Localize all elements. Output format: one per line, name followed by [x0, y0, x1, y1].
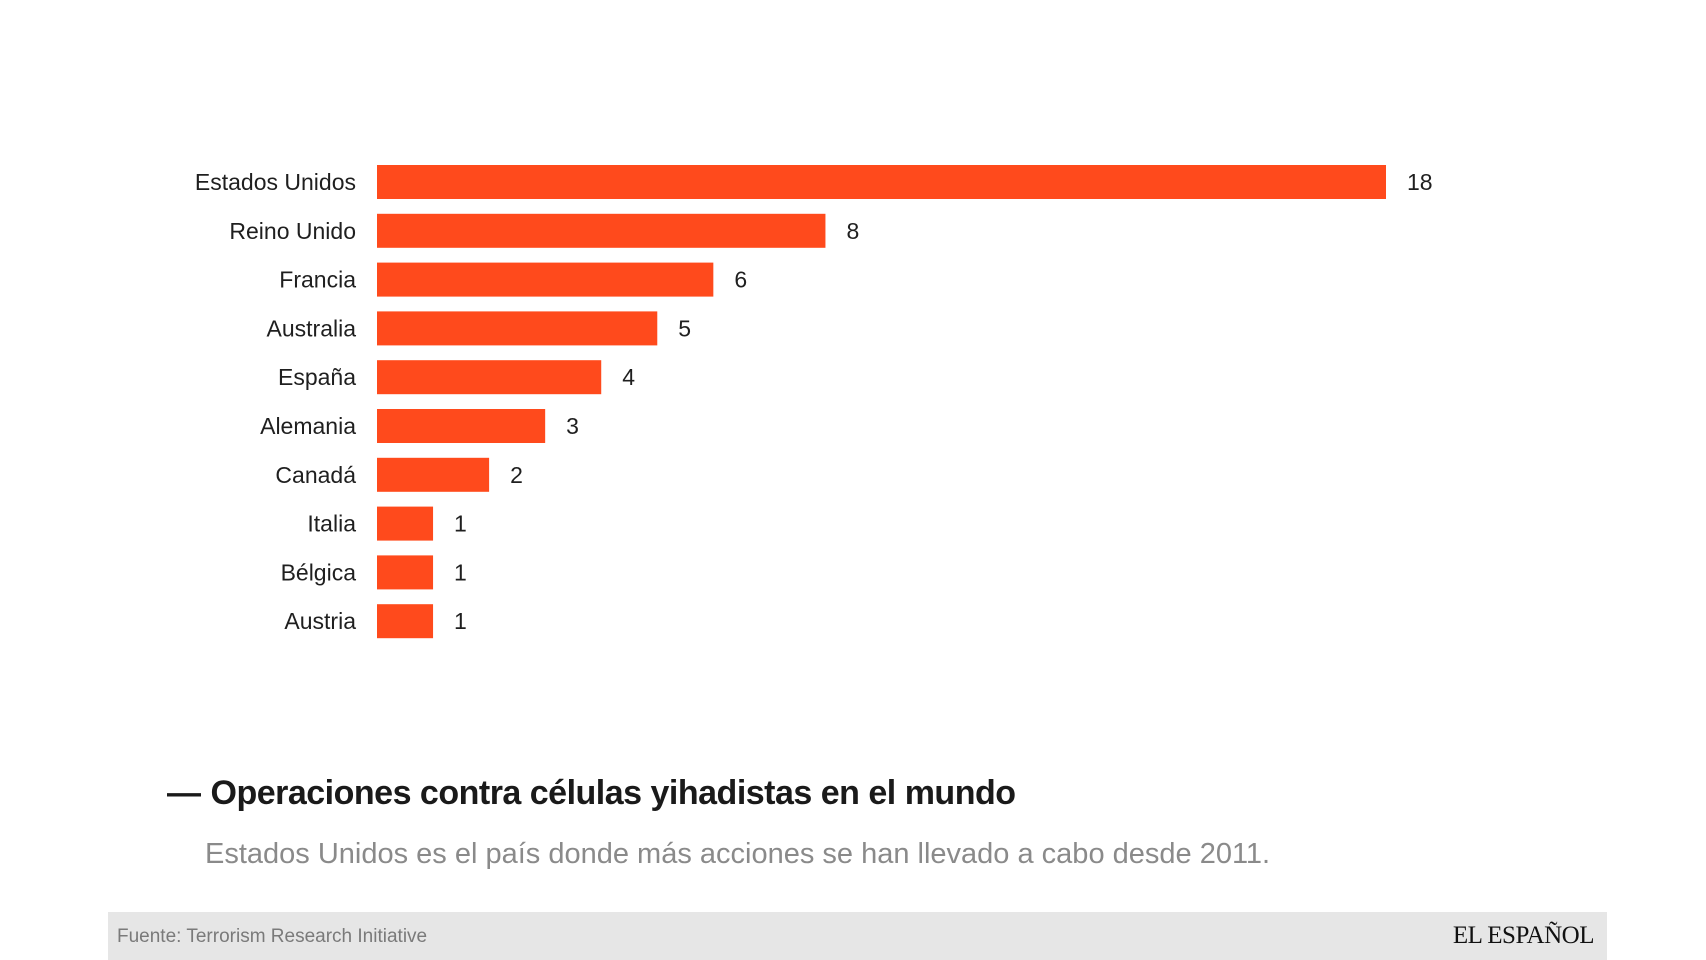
value-label-belgica: 1	[454, 559, 467, 585]
bar-australia	[377, 311, 658, 346]
category-label-espana: España	[278, 364, 356, 390]
value-label-espana: 4	[622, 364, 635, 390]
bar-francia	[377, 262, 714, 297]
bar-reino-unido	[377, 213, 826, 248]
category-label-italia: Italia	[307, 511, 356, 537]
value-label-francia: 6	[734, 267, 747, 293]
bar-belgica	[377, 555, 434, 590]
category-label-alemania: Alemania	[260, 413, 356, 439]
bar-austria	[377, 604, 434, 639]
chart-title: — Operaciones contra células yihadistas e…	[167, 774, 1016, 813]
source-note: Fuente: Terrorism Research Initiative	[117, 926, 428, 947]
category-label-belgica: Bélgica	[281, 559, 357, 585]
value-label-australia: 5	[678, 315, 691, 341]
footer-bar: Fuente: Terrorism Research Initiative EL…	[108, 912, 1607, 960]
category-label-reino-unido: Reino Unido	[229, 218, 356, 244]
category-label-austria: Austria	[284, 608, 356, 634]
bar-alemania	[377, 409, 546, 443]
bar-estados-unidos	[377, 165, 1386, 199]
category-label-estados-unidos: Estados Unidos	[195, 169, 356, 195]
value-label-reino-unido: 8	[846, 218, 859, 244]
bar-espana	[377, 360, 602, 395]
chart-subtitle: Estados Unidos es el país donde más acci…	[205, 838, 1271, 870]
title-dash: —	[167, 774, 201, 812]
category-label-francia: Francia	[279, 267, 356, 293]
value-label-canada: 2	[510, 462, 523, 488]
value-label-italia: 1	[454, 511, 467, 537]
publisher-logo: EL ESPAÑOL	[1452, 922, 1595, 949]
bar-chart: Estados Unidos 18 Reino Unido 8 Francia 6 Aust…	[195, 165, 1433, 639]
category-label-canada: Canadá	[275, 462, 356, 488]
title-text: Operaciones contra células yihadistas en…	[210, 774, 1017, 812]
bar-italia	[377, 506, 434, 541]
value-label-alemania: 3	[566, 413, 579, 439]
value-label-estados-unidos: 18	[1407, 169, 1433, 195]
category-label-australia: Australia	[267, 315, 357, 341]
bar-canada	[377, 457, 490, 492]
value-label-austria: 1	[454, 608, 467, 634]
